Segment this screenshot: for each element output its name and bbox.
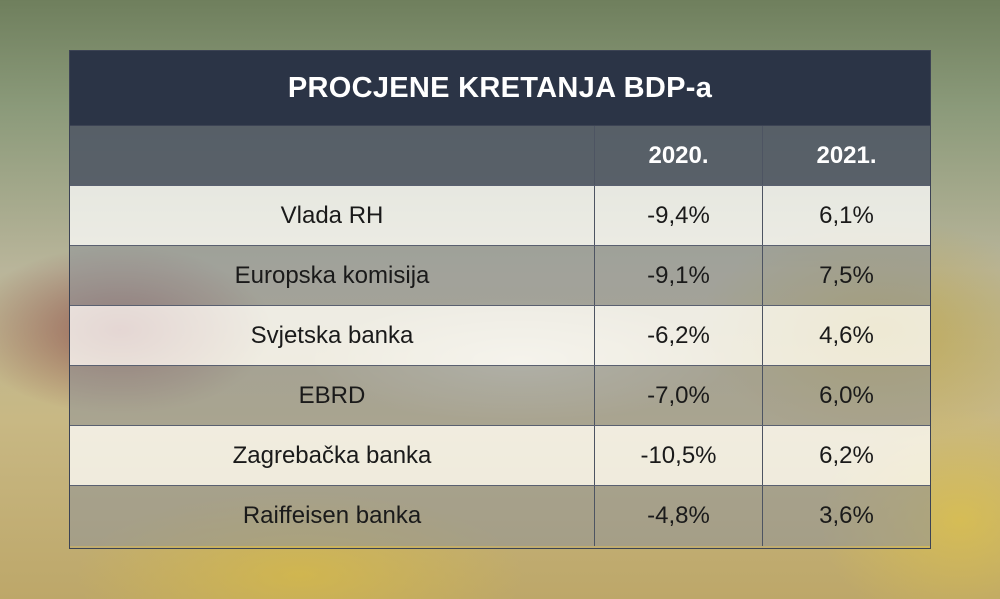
header-cell-label bbox=[70, 126, 595, 185]
gdp-table: PROCJENE KRETANJA BDP-a 2020. 2021. Vlad… bbox=[69, 50, 931, 549]
row-value-2021: 4,6% bbox=[819, 321, 874, 349]
row-value-2020: -9,1% bbox=[595, 246, 763, 305]
row-value-2021: 6,0% bbox=[819, 381, 874, 409]
row-value-2020: -4,8% bbox=[595, 486, 763, 546]
table-row: Europska komisija -9,1% 7,5% bbox=[70, 246, 930, 306]
header-cell-2020: 2020. bbox=[595, 126, 763, 185]
row-value-2021: 6,1% bbox=[819, 201, 874, 229]
row-value-2021: 7,5% bbox=[819, 261, 874, 289]
table-row: EBRD -7,0% 6,0% bbox=[70, 366, 930, 426]
row-value-2021: 6,2% bbox=[819, 441, 874, 469]
table-row: Raiffeisen banka -4,8% 3,6% bbox=[70, 486, 930, 546]
row-value-2021: 3,6% bbox=[819, 502, 874, 529]
row-name: EBRD bbox=[70, 366, 595, 425]
table-header-row: 2020. 2021. bbox=[70, 126, 930, 186]
row-name: Europska komisija bbox=[70, 246, 595, 305]
row-value-2020: -6,2% bbox=[595, 306, 763, 365]
table-title: PROCJENE KRETANJA BDP-a bbox=[70, 51, 930, 126]
table-row: Zagrebačka banka -10,5% 6,2% bbox=[70, 426, 930, 486]
row-name: Svjetska banka bbox=[70, 306, 595, 365]
table-row: Svjetska banka -6,2% 4,6% bbox=[70, 306, 930, 366]
header-cell-2021: 2021. bbox=[816, 141, 877, 169]
row-name: Vlada RH bbox=[70, 186, 595, 245]
row-name: Zagrebačka banka bbox=[70, 426, 595, 485]
table-row: Vlada RH -9,4% 6,1% bbox=[70, 186, 930, 246]
row-value-2020: -9,4% bbox=[595, 186, 763, 245]
row-name: Raiffeisen banka bbox=[70, 486, 595, 546]
row-value-2020: -7,0% bbox=[595, 366, 763, 425]
row-value-2020: -10,5% bbox=[595, 426, 763, 485]
